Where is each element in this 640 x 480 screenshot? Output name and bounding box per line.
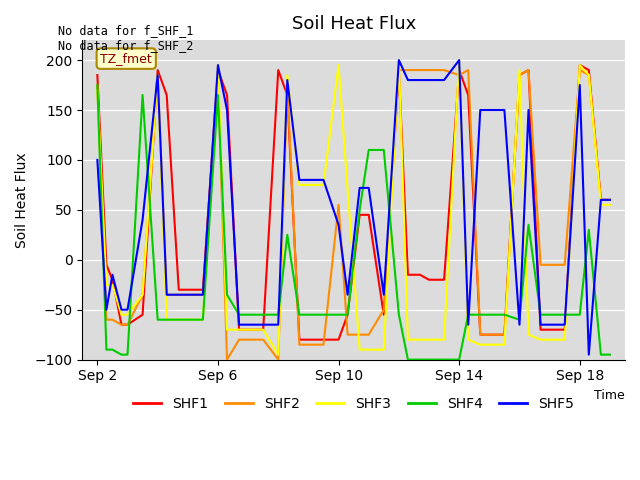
Text: No data for f_SHF_1
No data for f_SHF_2: No data for f_SHF_1 No data for f_SHF_2 (58, 24, 193, 52)
Title: Soil Heat Flux: Soil Heat Flux (291, 15, 416, 33)
Legend: SHF1, SHF2, SHF3, SHF4, SHF5: SHF1, SHF2, SHF3, SHF4, SHF5 (128, 392, 579, 417)
Y-axis label: Soil Heat Flux: Soil Heat Flux (15, 152, 29, 248)
Text: TZ_fmet: TZ_fmet (100, 52, 152, 65)
X-axis label: Time: Time (595, 389, 625, 402)
